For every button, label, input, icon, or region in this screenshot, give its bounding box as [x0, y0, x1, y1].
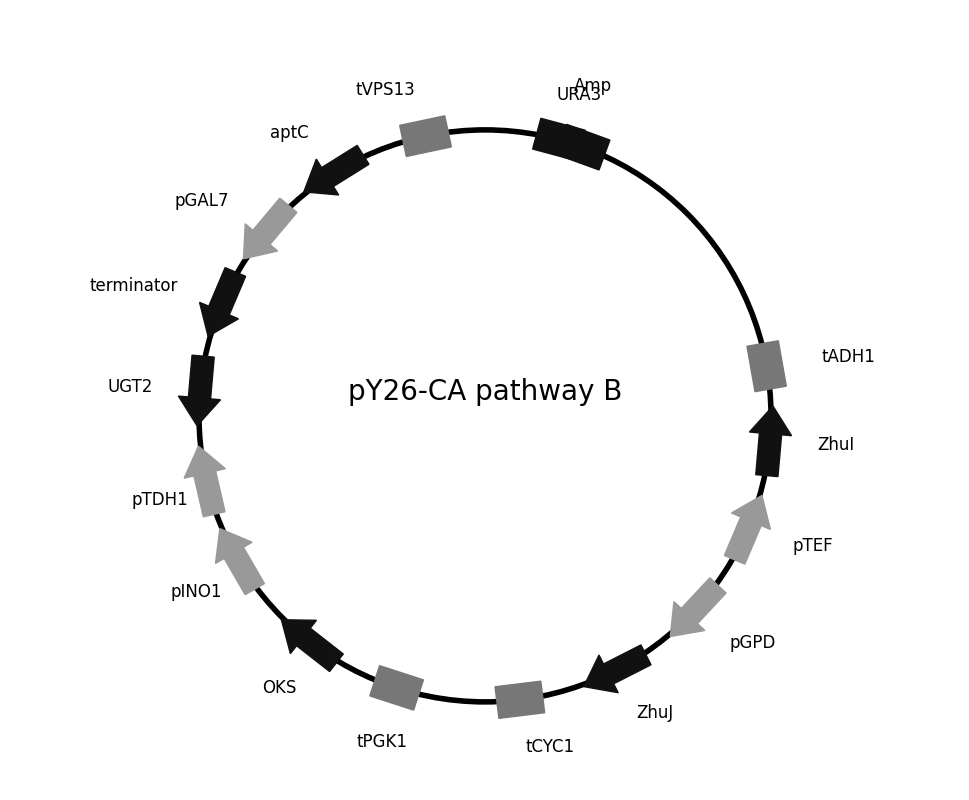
Polygon shape: [583, 645, 650, 693]
Polygon shape: [215, 529, 265, 594]
Polygon shape: [555, 124, 610, 170]
Polygon shape: [749, 406, 791, 477]
Text: UGT2: UGT2: [108, 378, 152, 396]
Text: pTEF: pTEF: [792, 538, 832, 555]
Text: pY26-CA pathway B: pY26-CA pathway B: [348, 378, 621, 406]
Polygon shape: [184, 446, 225, 517]
Polygon shape: [178, 355, 220, 426]
Text: URA3: URA3: [556, 86, 601, 104]
Polygon shape: [369, 666, 423, 710]
Text: pINO1: pINO1: [171, 582, 222, 601]
Text: tADH1: tADH1: [821, 347, 874, 366]
Text: OKS: OKS: [263, 679, 297, 697]
Polygon shape: [724, 495, 769, 564]
Polygon shape: [399, 116, 451, 157]
Text: terminator: terminator: [89, 277, 177, 294]
Text: aptC: aptC: [269, 124, 308, 142]
Polygon shape: [746, 341, 786, 392]
Text: pGPD: pGPD: [729, 634, 774, 653]
Text: tPGK1: tPGK1: [356, 734, 407, 751]
Text: ZhuJ: ZhuJ: [636, 704, 673, 722]
Polygon shape: [494, 681, 545, 718]
Text: Amp: Amp: [573, 77, 610, 95]
Text: pTDH1: pTDH1: [132, 491, 188, 509]
Text: ZhuI: ZhuI: [817, 436, 854, 454]
Polygon shape: [281, 620, 343, 671]
Polygon shape: [532, 118, 584, 161]
Text: tVPS13: tVPS13: [356, 81, 415, 98]
Polygon shape: [303, 146, 368, 195]
Text: pGAL7: pGAL7: [174, 193, 229, 210]
Text: tCYC1: tCYC1: [525, 738, 575, 756]
Polygon shape: [200, 268, 245, 336]
Polygon shape: [243, 198, 297, 259]
Polygon shape: [670, 578, 726, 637]
